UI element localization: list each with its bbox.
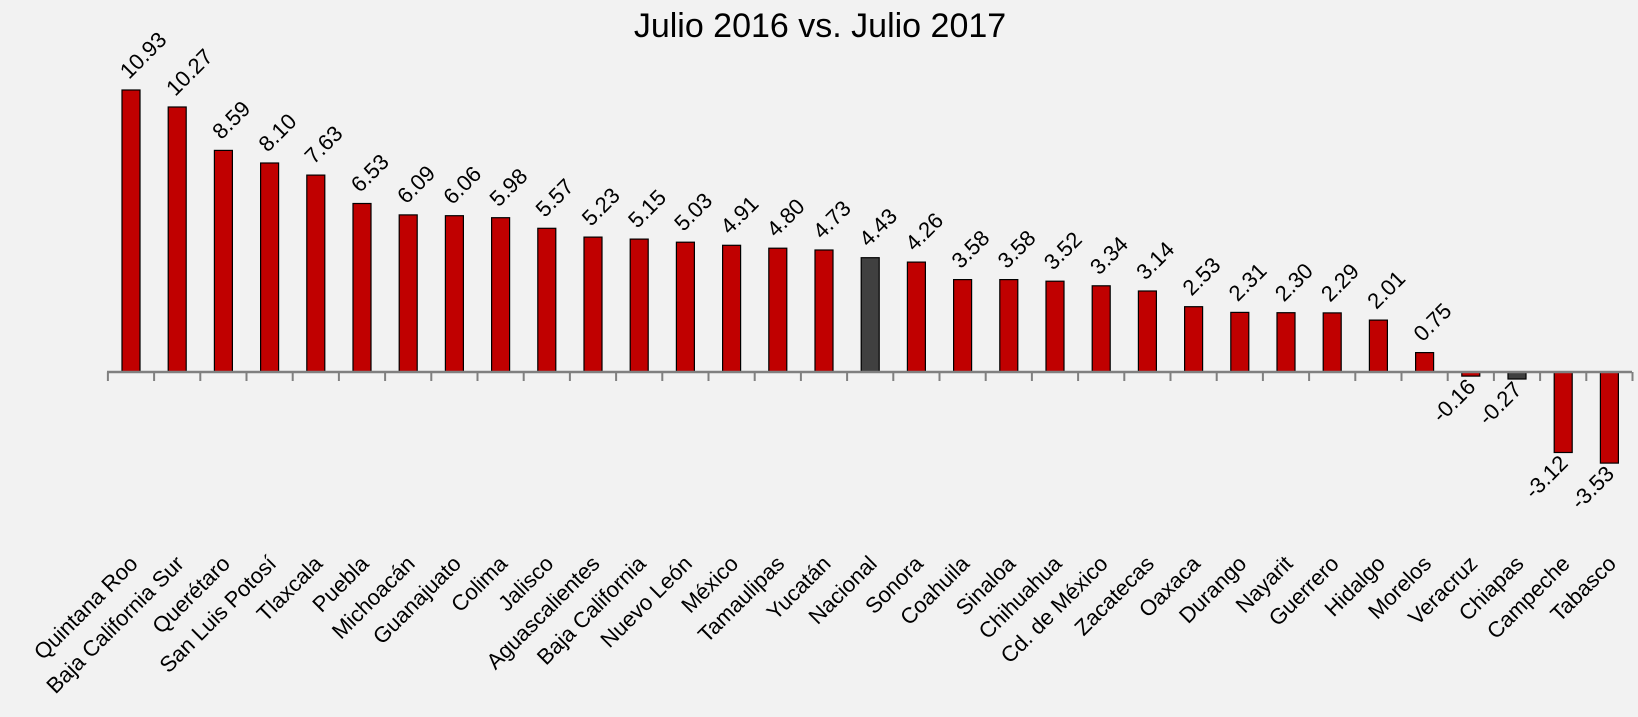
value-label: 3.58 (946, 225, 994, 273)
bar-oaxaca (1183, 306, 1204, 373)
bar-nayarit (1276, 312, 1296, 373)
value-label: 0.75 (1408, 298, 1456, 346)
value-label: 4.26 (900, 208, 948, 256)
bar-colima (491, 217, 511, 373)
bar-chihuahua (1045, 280, 1065, 373)
value-label: 2.30 (1270, 258, 1318, 306)
bar-morelos (1414, 352, 1435, 373)
value-label: 3.52 (1039, 227, 1087, 275)
value-label: -0.16 (1427, 374, 1480, 427)
chart-title: Julio 2016 vs. Julio 2017 (634, 7, 1006, 45)
bar-sinaloa (999, 279, 1019, 373)
bar-campeche (1553, 371, 1573, 454)
bar-tamaulipas (768, 247, 788, 373)
bar-m-xico (721, 244, 742, 373)
bar-tabasco (1599, 371, 1620, 464)
bar-durango (1230, 311, 1250, 373)
value-label: -3.12 (1520, 450, 1573, 503)
value-label: 4.80 (762, 194, 810, 242)
value-label: 5.98 (484, 163, 532, 211)
value-label: -3.53 (1566, 461, 1619, 514)
bar-nacional (860, 257, 880, 373)
value-label: 2.53 (1177, 252, 1225, 300)
value-label: 10.93 (115, 27, 172, 84)
value-label: 8.59 (207, 96, 255, 144)
bar-nuevo-le-n (675, 241, 696, 373)
value-label: 4.43 (854, 203, 902, 251)
value-label: 5.03 (669, 188, 717, 236)
value-label: 10.27 (161, 44, 218, 101)
value-label: 5.23 (577, 183, 625, 231)
value-label: 4.73 (808, 196, 856, 244)
value-label: 3.14 (1131, 237, 1179, 285)
value-label: 8.10 (253, 109, 301, 157)
bar-san-luis-potos- (260, 162, 280, 373)
bar-coahuila (952, 279, 973, 373)
value-label: 4.91 (715, 191, 763, 239)
value-label: 5.15 (623, 185, 671, 233)
bar-zacatecas (1137, 290, 1158, 373)
bar-hidalgo (1368, 319, 1389, 373)
bar-baja-california (629, 238, 649, 373)
value-label: 6.09 (392, 160, 440, 208)
bar-baja-california-sur (167, 106, 187, 373)
bar-puebla (352, 202, 372, 373)
bar-guerrero (1322, 312, 1342, 373)
bar-sonora (906, 261, 927, 373)
value-label: -0.27 (1473, 377, 1526, 430)
bar-aguascalientes (583, 236, 603, 373)
bar-quintana-roo (121, 89, 141, 373)
bar-michoac-n (398, 214, 418, 373)
value-label: 2.31 (1224, 258, 1272, 306)
bar-guanajuato (444, 215, 464, 373)
x-axis (106, 370, 1634, 381)
value-label: 3.58 (993, 225, 1041, 273)
value-label: 5.57 (531, 174, 579, 222)
value-label: 2.01 (1362, 266, 1410, 314)
value-label: 6.06 (438, 161, 486, 209)
value-label: 6.53 (346, 149, 394, 197)
value-label: 2.29 (1316, 258, 1364, 306)
bar-jalisco (537, 227, 557, 373)
bar-tlaxcala (306, 174, 326, 373)
bar-cd-de-m-xico (1091, 285, 1111, 373)
bar-yucat-n (814, 249, 834, 373)
value-label: 3.34 (1085, 231, 1133, 279)
bar-quer-taro (213, 149, 233, 373)
value-label: 7.63 (300, 121, 348, 169)
bars-group (121, 89, 1620, 464)
